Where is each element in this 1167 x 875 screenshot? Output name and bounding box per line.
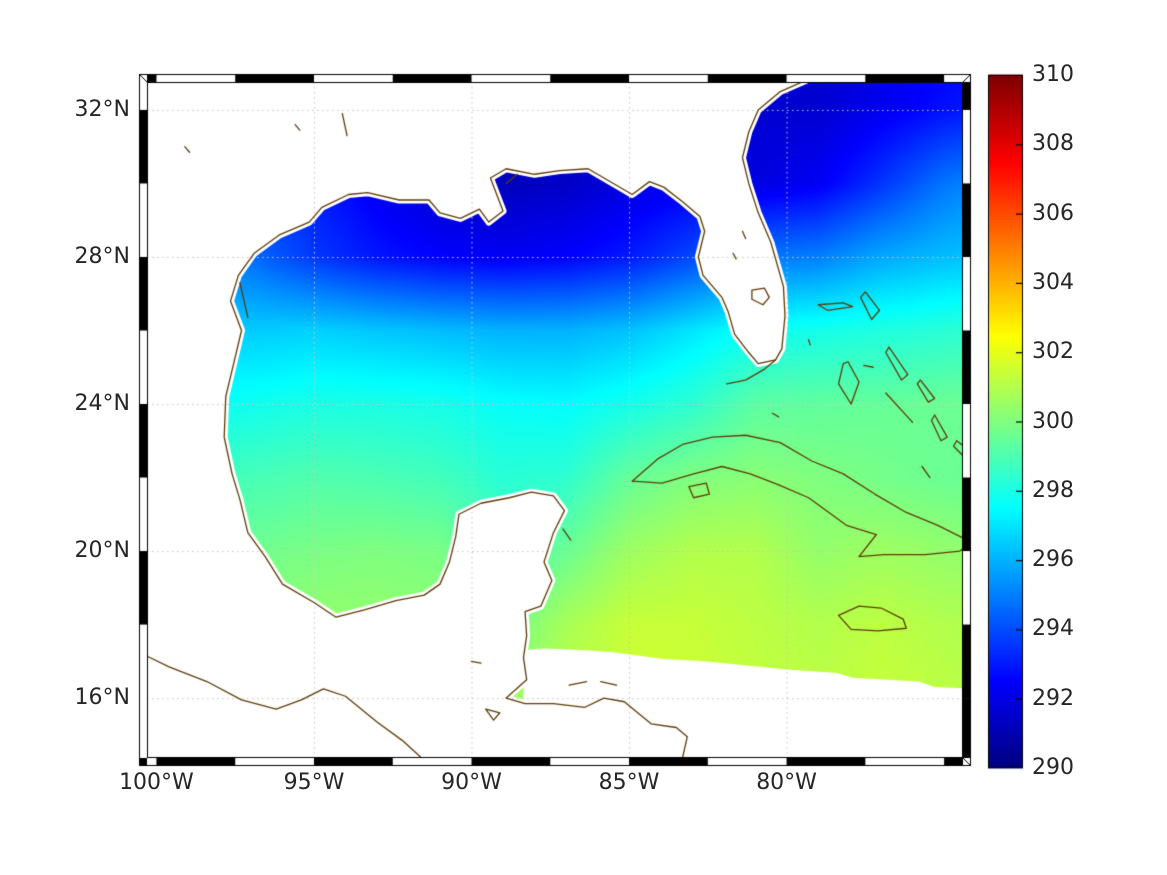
x-tick-label: 90°W [441,770,502,795]
y-tick-label: 24°N [74,391,130,416]
y-tick-label: 16°N [74,685,130,711]
y-tick-label: 20°N [74,538,130,564]
colorbar-tick-label: 294 [1032,616,1074,642]
colorbar-tick-label: 298 [1032,477,1074,503]
x-tick-label: 85°W [598,770,660,795]
colorbar-tick-label: 310 [1032,62,1074,87]
x-tick-label: 95°W [283,770,345,795]
colorbar-tick-label: 290 [1032,755,1074,780]
colorbar-tick-label: 308 [1032,131,1074,157]
y-tick-label: 32°N [74,96,130,122]
x-tick-label: 80°W [756,770,817,795]
colorbar-tick-label: 302 [1032,339,1074,365]
y-tick-label: 28°N [74,243,130,269]
colorbar-tick-label: 306 [1032,200,1074,226]
colorbar-tick-label: 292 [1032,685,1074,711]
colorbar-tick-label: 296 [1032,547,1074,573]
x-tick-label: 100°W [119,770,194,795]
colorbar-tick-label: 300 [1032,408,1074,434]
colorbar-tick-label: 304 [1032,269,1074,295]
